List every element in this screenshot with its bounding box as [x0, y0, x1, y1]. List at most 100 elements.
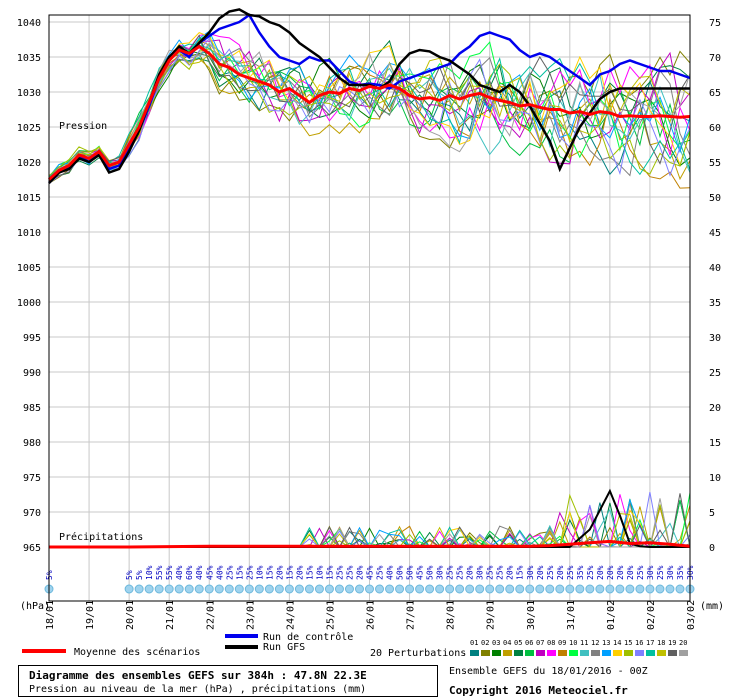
left-unit: (hPa) — [20, 601, 50, 612]
y-right-tick: 25 — [709, 368, 721, 379]
y-right-tick: 35 — [709, 298, 721, 309]
precip-prob-label: 25% — [446, 565, 455, 580]
precip-prob-marker — [585, 584, 595, 594]
precip-prob-label: 20% — [295, 565, 304, 580]
legend-control-label: Run de contrôle — [263, 631, 353, 643]
precip-prob-marker — [144, 584, 154, 594]
precip-prob-label: 50% — [426, 565, 435, 580]
y-left-tick: 995 — [23, 333, 41, 344]
precip-prob-marker — [605, 584, 615, 594]
precip-prob-marker — [294, 584, 304, 594]
perturbation-swatch — [657, 650, 666, 656]
precip-prob-marker — [284, 584, 294, 594]
precip-prob-label: 20% — [536, 565, 545, 580]
footer-subtitle: Pression au niveau de la mer (hPa) , pré… — [29, 684, 367, 695]
x-date-tick: 18/01 — [45, 600, 56, 630]
mean-precip-line — [49, 539, 691, 549]
perturbation-swatch — [569, 650, 578, 656]
y-left-tick: 980 — [23, 438, 41, 449]
x-date-tick: 29/01 — [486, 600, 497, 630]
perturbation-swatch — [525, 650, 534, 656]
precip-prob-label: 30% — [646, 565, 655, 580]
precip-prob-label: 25% — [566, 565, 575, 580]
perturbation-id: 14 — [613, 639, 621, 647]
perturbation-swatch — [679, 650, 688, 656]
precip-prob-label: 15% — [305, 565, 314, 580]
perturbation-swatch — [547, 650, 556, 656]
perturbation-17-line — [48, 43, 691, 178]
perturbation-swatch — [536, 650, 545, 656]
perturbation-id: 07 — [536, 639, 544, 647]
precip-prob-label: 50% — [406, 565, 415, 580]
copyright: Copyright 2016 Meteociel.fr — [449, 684, 628, 697]
perturbation-swatch — [624, 650, 633, 656]
precip-prob-label: 15% — [285, 565, 294, 580]
precip-prob-marker — [344, 584, 354, 594]
precip-prob-marker — [545, 584, 555, 594]
precip-prob-marker — [214, 584, 224, 594]
precip-prob-label: 25% — [376, 565, 385, 580]
precip-prob-marker — [184, 584, 194, 594]
perturbation-id: 18 — [657, 639, 665, 647]
y-right-tick: 0 — [709, 543, 715, 554]
precip-prob-marker — [635, 584, 645, 594]
precip-prob-marker — [204, 584, 214, 594]
y-right-tick: 15 — [709, 438, 721, 449]
precip-prob-marker — [575, 584, 585, 594]
precip-prob-label: 20% — [606, 565, 615, 580]
perturbation-swatch — [514, 650, 523, 656]
precipitations-label: Précipitations — [59, 531, 143, 543]
precip-prob-label: 40% — [215, 565, 224, 580]
precip-prob-label: 45% — [416, 565, 425, 580]
y-right-tick: 30 — [709, 333, 721, 344]
precip-prob-marker — [505, 584, 515, 594]
y-right-tick: 40 — [709, 263, 721, 274]
perturbation-id: 03 — [492, 639, 500, 647]
perturbation-swatch — [591, 650, 600, 656]
precip-prob-label: 45% — [366, 565, 375, 580]
precip-prob-label: 25% — [656, 565, 665, 580]
precip-prob-label: 40% — [195, 565, 204, 580]
y-right-tick: 65 — [709, 88, 721, 99]
precip-prob-marker — [224, 584, 234, 594]
precip-prob-marker — [154, 584, 164, 594]
precip-prob-label: 55% — [165, 565, 174, 580]
precip-prob-marker — [445, 584, 455, 594]
precip-prob-label: 15% — [235, 565, 244, 580]
precip-prob-marker — [334, 584, 344, 594]
precip-prob-marker — [625, 584, 635, 594]
precip-prob-label: 40% — [386, 565, 395, 580]
precip-prob-label: 5% — [135, 570, 144, 580]
perturbation-swatch — [580, 650, 589, 656]
perturbation-legend: 01 02 03 04 05 06 07 08 09 10 11 12 13 14 15 16 17 18 19 20 — [470, 639, 688, 656]
perturbation-id: 05 — [514, 639, 522, 647]
y-left-tick: 1000 — [17, 298, 41, 309]
perturbation-id: 08 — [547, 639, 555, 647]
precip-prob-marker — [314, 584, 324, 594]
x-date-tick: 02/02 — [646, 600, 657, 630]
precip-prob-marker — [535, 584, 545, 594]
precip-prob-marker — [174, 584, 184, 594]
precip-prob-label: 60% — [185, 565, 194, 580]
precip-prob-marker — [194, 584, 204, 594]
perturbation-swatch — [503, 650, 512, 656]
footer-box: Diagramme des ensembles GEFS sur 384h : … — [18, 665, 438, 697]
precip-prob-label: 20% — [355, 565, 364, 580]
perturbation-20-line — [48, 42, 691, 181]
perturbation-id: 15 — [624, 639, 632, 647]
precip-prob-marker — [375, 584, 385, 594]
precip-prob-label: 10% — [255, 565, 264, 580]
x-date-tick: 03/02 — [686, 600, 697, 630]
x-date-tick: 27/01 — [406, 600, 417, 630]
perturbation-swatch — [492, 650, 501, 656]
precip-prob-label: 25% — [496, 565, 505, 580]
y-right-tick: 10 — [709, 473, 721, 484]
x-date-tick: 28/01 — [446, 600, 457, 630]
precip-prob-label: 30% — [476, 565, 485, 580]
precip-prob-label: 25% — [245, 565, 254, 580]
perturbation-12-line — [48, 47, 691, 178]
precip-prob-marker — [485, 584, 495, 594]
perturbation-id: 20 — [679, 639, 687, 647]
precip-prob-marker — [655, 584, 665, 594]
y-left-tick: 965 — [23, 543, 41, 554]
